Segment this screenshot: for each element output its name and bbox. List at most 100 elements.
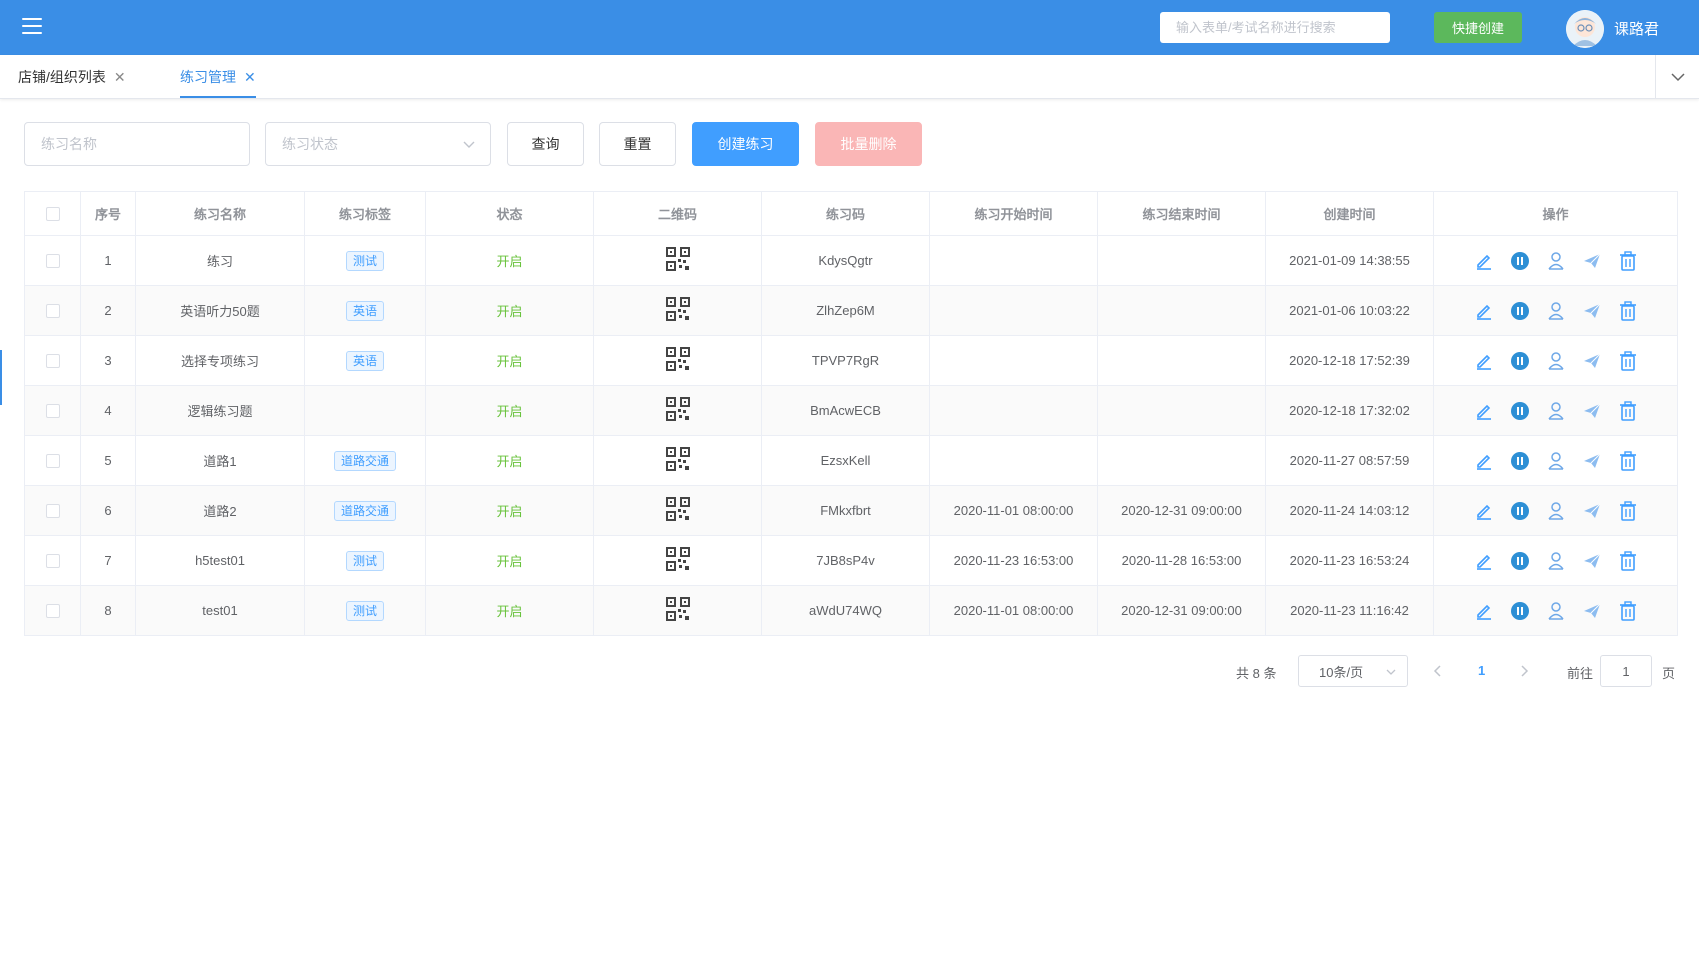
delete-icon[interactable] xyxy=(1617,300,1639,322)
quick-create-button[interactable]: 快捷创建 xyxy=(1434,12,1522,43)
qr-code-icon[interactable] xyxy=(665,497,690,524)
cell-tag: 测试 xyxy=(304,585,426,636)
user-assign-icon[interactable] xyxy=(1545,400,1567,422)
cell-status: 开启 xyxy=(425,235,594,286)
avatar[interactable] xyxy=(1566,10,1604,48)
cell-practice-name: 道路2 xyxy=(135,485,305,536)
pause-icon[interactable] xyxy=(1509,550,1531,572)
close-icon[interactable]: ✕ xyxy=(244,68,256,85)
send-icon[interactable] xyxy=(1581,550,1603,572)
chevron-right-icon[interactable] xyxy=(1518,661,1530,681)
cell-qrcode xyxy=(593,585,762,636)
send-icon[interactable] xyxy=(1581,250,1603,272)
top-header: 快捷创建 课路君 xyxy=(0,0,1699,55)
delete-icon[interactable] xyxy=(1617,250,1639,272)
cell-index: 6 xyxy=(80,485,136,536)
chevron-left-icon[interactable] xyxy=(1432,661,1444,681)
edit-icon[interactable] xyxy=(1473,500,1495,522)
send-icon[interactable] xyxy=(1581,500,1603,522)
global-search-input[interactable] xyxy=(1160,12,1390,43)
row-checkbox[interactable] xyxy=(45,554,60,569)
row-checkbox[interactable] xyxy=(45,304,60,319)
user-assign-icon[interactable] xyxy=(1545,250,1567,272)
practice-status-select[interactable]: 练习状态 xyxy=(265,122,491,166)
username[interactable]: 课路君 xyxy=(1614,21,1660,38)
row-checkbox[interactable] xyxy=(45,404,60,419)
row-checkbox[interactable] xyxy=(45,454,60,469)
goto-page-input[interactable] xyxy=(1600,655,1652,687)
qr-code-icon[interactable] xyxy=(665,347,690,374)
row-checkbox[interactable] xyxy=(45,254,60,269)
user-assign-icon[interactable] xyxy=(1545,300,1567,322)
delete-icon[interactable] xyxy=(1617,600,1639,622)
pause-icon[interactable] xyxy=(1509,600,1531,622)
pause-icon[interactable] xyxy=(1509,500,1531,522)
select-all-checkbox[interactable] xyxy=(45,207,60,222)
cell-index: 4 xyxy=(80,385,136,436)
qr-code-icon[interactable] xyxy=(665,547,690,574)
send-icon[interactable] xyxy=(1581,300,1603,322)
pause-icon[interactable] xyxy=(1509,250,1531,272)
delete-icon[interactable] xyxy=(1617,350,1639,372)
pause-icon[interactable] xyxy=(1509,400,1531,422)
tab-menu-dropdown[interactable] xyxy=(1655,55,1699,99)
edit-icon[interactable] xyxy=(1473,550,1495,572)
row-actions xyxy=(1434,300,1677,322)
delete-icon[interactable] xyxy=(1617,450,1639,472)
edit-icon[interactable] xyxy=(1473,600,1495,622)
close-icon[interactable]: ✕ xyxy=(113,68,126,85)
cell-operations xyxy=(1433,585,1678,636)
edit-icon[interactable] xyxy=(1473,250,1495,272)
column-header: 序号 xyxy=(80,191,136,236)
user-assign-icon[interactable] xyxy=(1545,600,1567,622)
tab-store-org-list[interactable]: 店铺/组织列表 ✕ xyxy=(18,55,126,99)
row-checkbox[interactable] xyxy=(45,354,60,369)
page-number[interactable]: 1 xyxy=(1478,663,1486,678)
edit-icon[interactable] xyxy=(1473,300,1495,322)
row-actions xyxy=(1434,450,1677,472)
tag-badge: 英语 xyxy=(345,350,384,371)
user-assign-icon[interactable] xyxy=(1545,500,1567,522)
reset-button[interactable]: 重置 xyxy=(599,122,676,166)
query-button[interactable]: 查询 xyxy=(507,122,584,166)
pause-icon[interactable] xyxy=(1509,350,1531,372)
qr-code-icon[interactable] xyxy=(665,397,690,424)
hamburger-menu-icon[interactable] xyxy=(22,18,42,36)
tag-badge: 测试 xyxy=(345,550,384,571)
qr-code-icon[interactable] xyxy=(665,297,690,324)
user-assign-icon[interactable] xyxy=(1545,350,1567,372)
row-actions xyxy=(1434,400,1677,422)
pause-icon[interactable] xyxy=(1509,450,1531,472)
practice-name-input[interactable] xyxy=(24,122,250,166)
tab-label: 店铺/组织列表 xyxy=(18,69,106,85)
status-badge: 开启 xyxy=(496,454,523,469)
pause-icon[interactable] xyxy=(1509,300,1531,322)
qr-code-icon[interactable] xyxy=(665,447,690,474)
page-size-select[interactable]: 10条/页 xyxy=(1298,655,1408,687)
batch-delete-button[interactable]: 批量删除 xyxy=(815,122,922,166)
user-assign-icon[interactable] xyxy=(1545,450,1567,472)
row-checkbox[interactable] xyxy=(45,604,60,619)
delete-icon[interactable] xyxy=(1617,500,1639,522)
tab-practice-management[interactable]: 练习管理 ✕ xyxy=(180,55,256,99)
cell-status: 开启 xyxy=(425,535,594,586)
edit-icon[interactable] xyxy=(1473,450,1495,472)
edit-icon[interactable] xyxy=(1473,350,1495,372)
user-assign-icon[interactable] xyxy=(1545,550,1567,572)
qr-code-icon[interactable] xyxy=(665,597,690,624)
cell-created-time: 2021-01-06 10:03:22 xyxy=(1265,285,1434,336)
row-checkbox[interactable] xyxy=(45,504,60,519)
edit-icon[interactable] xyxy=(1473,400,1495,422)
create-practice-button[interactable]: 创建练习 xyxy=(692,122,799,166)
send-icon[interactable] xyxy=(1581,350,1603,372)
send-icon[interactable] xyxy=(1581,600,1603,622)
send-icon[interactable] xyxy=(1581,450,1603,472)
cell-index: 2 xyxy=(80,285,136,336)
cell-created-time: 2020-12-18 17:52:39 xyxy=(1265,335,1434,386)
delete-icon[interactable] xyxy=(1617,400,1639,422)
qr-code-icon[interactable] xyxy=(665,247,690,274)
cell-end-time xyxy=(1097,335,1266,386)
send-icon[interactable] xyxy=(1581,400,1603,422)
cell-index: 3 xyxy=(80,335,136,386)
delete-icon[interactable] xyxy=(1617,550,1639,572)
